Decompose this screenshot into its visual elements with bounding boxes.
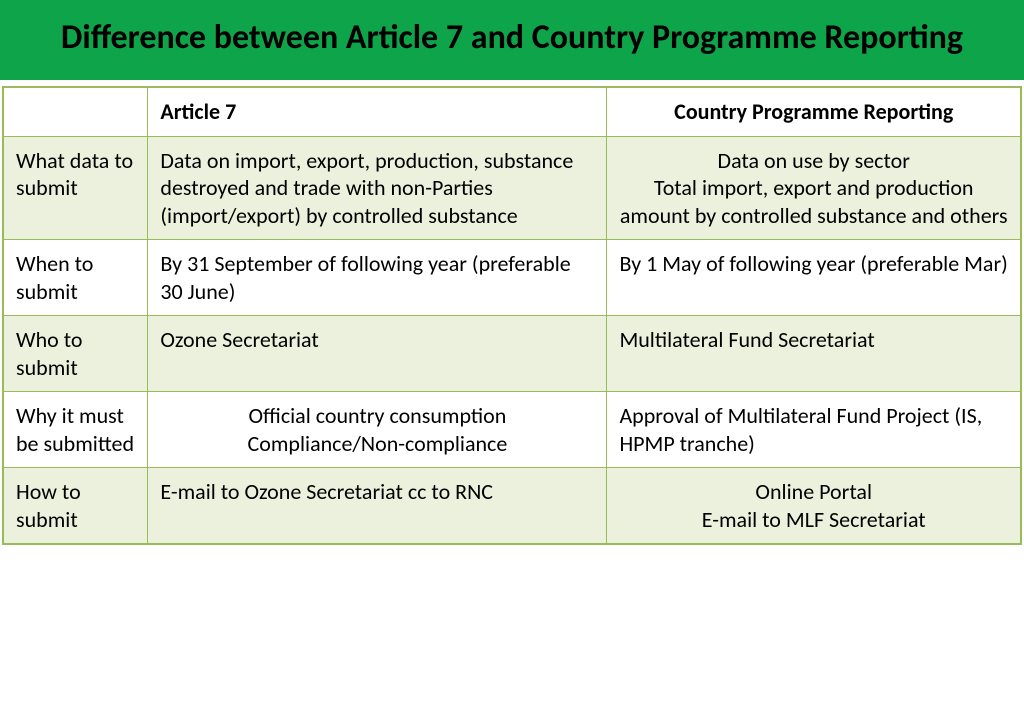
table-row: When to submitBy 31 September of followi… — [3, 240, 1021, 316]
comparison-table: Article 7 Country Programme Reporting Wh… — [2, 86, 1022, 545]
cell-cpr: Approval of Multilateral Fund Project (I… — [607, 392, 1021, 468]
col-header-blank — [3, 87, 148, 136]
row-label: When to submit — [3, 240, 148, 316]
table-row: What data to submitData on import, expor… — [3, 136, 1021, 240]
cell-article7: By 31 September of following year (prefe… — [148, 240, 607, 316]
cell-article7: Official country consumption Compliance/… — [148, 392, 607, 468]
row-label: How to submit — [3, 468, 148, 545]
col-header-cpr: Country Programme Reporting — [607, 87, 1021, 136]
cell-cpr: Online Portal E-mail to MLF Secretariat — [607, 468, 1021, 545]
table-body: What data to submitData on import, expor… — [3, 136, 1021, 544]
table-header-row: Article 7 Country Programme Reporting — [3, 87, 1021, 136]
row-label: What data to submit — [3, 136, 148, 240]
cell-cpr: Data on use by sector Total import, expo… — [607, 136, 1021, 240]
table-row: Who to submitOzone SecretariatMultilater… — [3, 316, 1021, 392]
cell-article7: E-mail to Ozone Secretariat cc to RNC — [148, 468, 607, 545]
row-label: Why it must be submitted — [3, 392, 148, 468]
cell-article7: Data on import, export, production, subs… — [148, 136, 607, 240]
page-title: Difference between Article 7 and Country… — [0, 0, 1024, 80]
col-header-article7: Article 7 — [148, 87, 607, 136]
table-row: Why it must be submittedOfficial country… — [3, 392, 1021, 468]
table-row: How to submitE-mail to Ozone Secretariat… — [3, 468, 1021, 545]
cell-article7: Ozone Secretariat — [148, 316, 607, 392]
cell-cpr: Multilateral Fund Secretariat — [607, 316, 1021, 392]
row-label: Who to submit — [3, 316, 148, 392]
cell-cpr: By 1 May of following year (preferable M… — [607, 240, 1021, 316]
